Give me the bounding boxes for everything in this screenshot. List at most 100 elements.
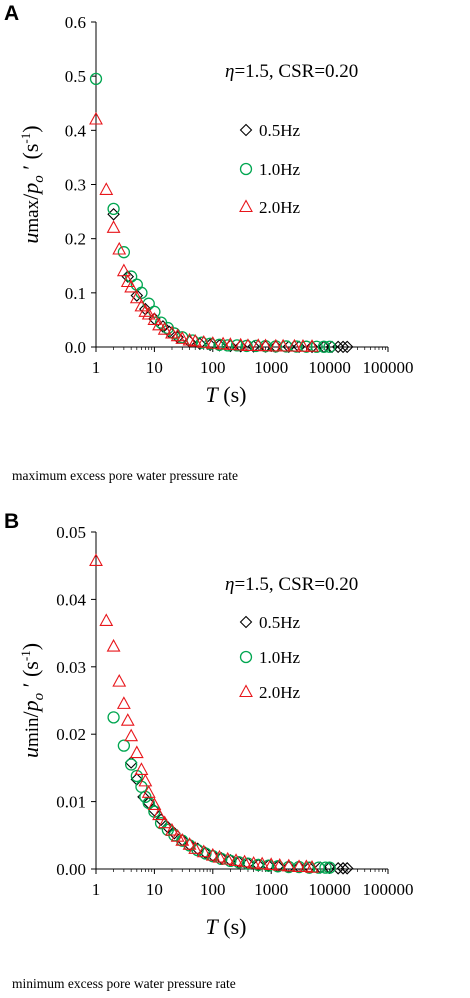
- panel-a: A 1 10 100 1000 10000 100000 0.0 0.1 0.2 0.3 0.4 0.…: [0, 0, 470, 483]
- data-point-triangle: [112, 241, 127, 255]
- data-point-triangle: [129, 745, 144, 759]
- data-point-circle: [107, 711, 120, 724]
- data-point-triangle: [141, 785, 156, 798]
- data-point-triangle: [152, 317, 166, 331]
- x-tick-label: 1: [92, 880, 101, 899]
- data-point-circle: [282, 860, 295, 874]
- data-point-circle: [230, 339, 244, 352]
- y-tick-label: 0.6: [65, 13, 86, 32]
- data-point-triangle: [116, 263, 131, 277]
- x-tick-label: 1: [92, 358, 101, 377]
- y-tick-label: 0.00: [56, 860, 86, 879]
- data-point-circle: [262, 859, 275, 872]
- data-point-triangle: [292, 859, 306, 873]
- data-point-triangle: [89, 553, 103, 567]
- data-point-triangle: [106, 220, 121, 233]
- caption-a: maximum excess pore water pressure rate: [12, 468, 239, 483]
- data-point-diamond: [130, 289, 144, 302]
- data-point-triangle: [182, 837, 197, 850]
- data-point-triangle: [246, 855, 261, 869]
- data-point-triangle: [205, 336, 220, 349]
- legend-marker-triangle: [239, 199, 253, 213]
- data-point-triangle: [296, 339, 310, 352]
- series-2-0Hz: [89, 553, 319, 873]
- y-tick-label: 0.1: [65, 284, 86, 303]
- data-point-diamond: [183, 838, 196, 852]
- data-point-circle: [130, 769, 143, 783]
- y-tick-label: 0.5: [65, 67, 86, 86]
- series-1-0Hz: [107, 711, 336, 874]
- y-tick-label: 0.02: [56, 725, 86, 744]
- data-point-triangle: [99, 182, 114, 195]
- data-point-triangle: [175, 833, 190, 846]
- data-point-triangle: [120, 713, 135, 726]
- data-point-triangle: [237, 854, 252, 868]
- data-point-circle: [279, 340, 293, 353]
- legend-label: 1.0Hz: [259, 160, 301, 179]
- data-point-diamond: [247, 340, 260, 353]
- data-point-triangle: [141, 306, 156, 320]
- x-tick-label: 10000: [308, 880, 351, 899]
- data-point-triangle: [129, 290, 144, 304]
- data-point-circle: [107, 202, 120, 216]
- y-tick-label: 0.0: [65, 338, 86, 357]
- data-point-triangle: [157, 815, 172, 829]
- caption-b: minimum excess pore water pressure rate: [12, 976, 236, 991]
- x-tick-label: 100: [200, 358, 226, 377]
- data-point-circle: [317, 340, 331, 353]
- data-point-circle: [117, 739, 131, 752]
- y-tick-label: 0.3: [65, 176, 86, 195]
- x-tick-label: 1000: [254, 358, 288, 377]
- legend-marker-circle: [239, 162, 253, 176]
- data-point-triangle: [106, 638, 121, 652]
- data-point-triangle: [255, 856, 270, 870]
- data-point-triangle: [188, 841, 203, 854]
- data-point-circle: [117, 246, 131, 259]
- data-point-circle: [89, 72, 103, 86]
- data-point-circle: [319, 861, 332, 874]
- legend-label: 0.5Hz: [259, 121, 301, 140]
- data-point-triangle: [147, 797, 162, 811]
- legend-label: 2.0Hz: [259, 198, 301, 217]
- data-point-circle: [232, 856, 246, 869]
- data-point-triangle: [212, 849, 227, 863]
- y-tick-label: 0.2: [65, 230, 86, 249]
- data-point-triangle: [99, 613, 114, 627]
- x-axis-title: T (s): [206, 382, 247, 407]
- data-point-diamond: [340, 340, 354, 354]
- data-point-triangle: [196, 844, 211, 858]
- data-point-triangle: [229, 853, 243, 866]
- data-point-circle: [252, 858, 265, 872]
- legend-marker-circle: [239, 650, 253, 664]
- data-point-triangle: [124, 279, 139, 293]
- data-point-triangle: [134, 762, 149, 775]
- data-point-diamond: [121, 270, 135, 283]
- x-tick-label: 10000: [308, 358, 351, 377]
- data-point-triangle: [196, 335, 211, 348]
- data-point-circle: [310, 340, 323, 353]
- data-point-triangle: [157, 322, 172, 335]
- panel-letter-a: A: [4, 2, 20, 25]
- data-point-triangle: [281, 858, 296, 872]
- data-point-triangle: [170, 828, 185, 842]
- panel-b: B 1 10 100 1000 10000 100000 0.00 0.01 0.02 0.03 0…: [0, 500, 470, 998]
- data-point-triangle: [138, 773, 153, 787]
- data-point-diamond: [199, 846, 212, 860]
- data-point-triangle: [165, 325, 179, 339]
- data-point-triangle: [276, 338, 291, 352]
- data-point-triangle: [152, 807, 166, 821]
- legend-label: 2.0Hz: [259, 683, 301, 702]
- data-point-triangle: [223, 337, 238, 350]
- data-point-circle: [221, 339, 234, 352]
- data-point-circle: [213, 338, 226, 351]
- x-tick-label: 10: [146, 358, 163, 377]
- x-tick-label: 10: [146, 880, 163, 899]
- data-point-circle: [191, 843, 204, 857]
- data-point-circle: [323, 861, 336, 874]
- data-point-triangle: [233, 337, 248, 351]
- data-point-triangle: [175, 331, 190, 344]
- condition-annotation: η=1.5, CSR=0.20: [225, 61, 358, 82]
- data-point-diamond: [206, 849, 220, 862]
- data-point-circle: [154, 817, 168, 830]
- data-point-circle: [240, 339, 253, 353]
